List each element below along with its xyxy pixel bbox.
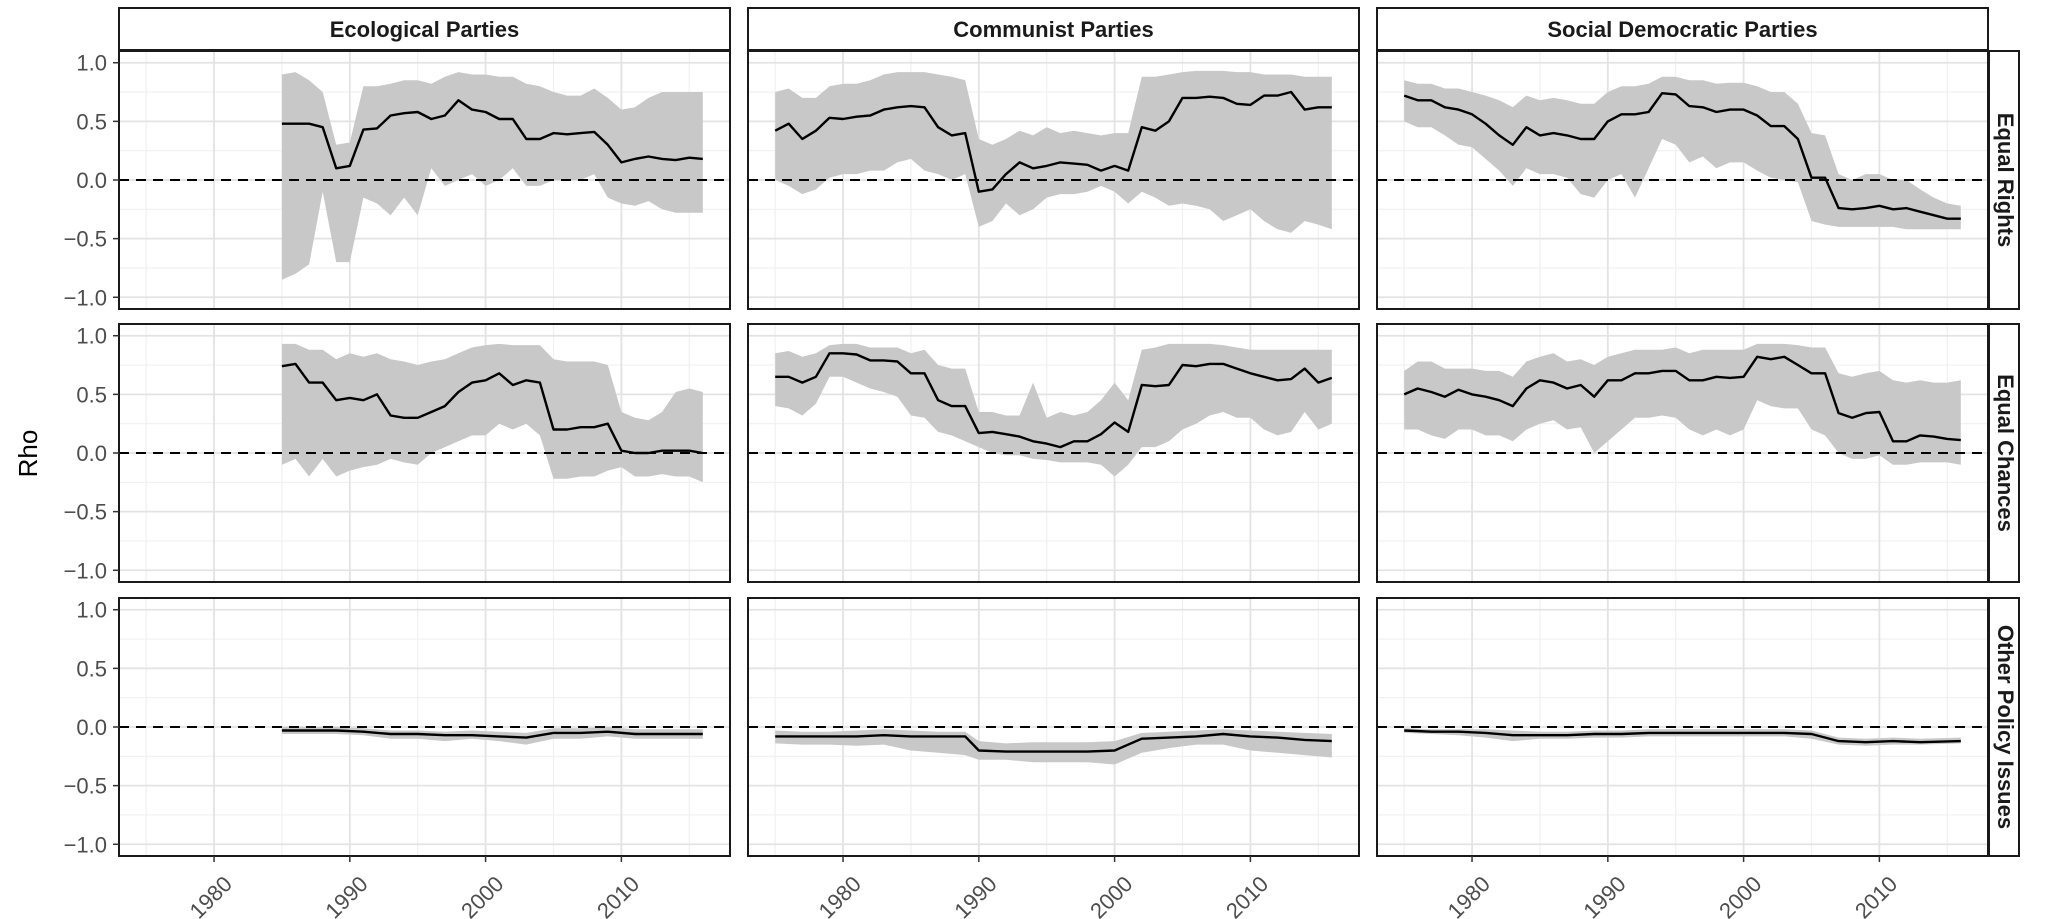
y-tick-label: 1.0: [76, 324, 107, 349]
x-tick-label: 1980: [814, 871, 866, 919]
confidence-band-communist-parties-equal-chances: [775, 343, 1332, 477]
panel-border: [747, 323, 1360, 583]
confidence-band-social-democratic-parties-other-policy-issues: [1404, 728, 1961, 746]
y-axis-title: Rho: [13, 430, 43, 478]
panel-border: [1376, 597, 1989, 857]
y-tick-label: −0.5: [64, 500, 107, 525]
y-tick-label: 0.5: [76, 656, 107, 681]
y-tick-label: 1.0: [76, 598, 107, 623]
column-strip-communist-parties: [747, 7, 1360, 51]
series-line-ecological-parties-equal-chances: [281, 362, 704, 455]
panel-border: [747, 597, 1360, 857]
series-line-ecological-parties-equal-rights: [281, 99, 703, 170]
y-tick-label: −1.0: [64, 558, 107, 583]
x-tick-label: 2010: [1221, 871, 1273, 919]
confidence-band-communist-parties-other-policy-issues: [775, 729, 1332, 765]
panel-border: [1376, 323, 1989, 583]
x-tick-label: 1980: [1443, 871, 1495, 919]
y-tick-label: 0.0: [76, 441, 107, 466]
x-tick-label: 2000: [456, 871, 508, 919]
row-strip-equal-chances: [1988, 323, 2020, 583]
column-strip-label: Ecological Parties: [330, 17, 520, 42]
x-tick-label: 2000: [1085, 871, 1137, 919]
y-tick-label: −1.0: [64, 285, 107, 310]
x-tick-label: 1990: [320, 871, 372, 919]
series-line-communist-parties-equal-rights: [774, 90, 1332, 193]
x-tick-label: 2010: [1850, 871, 1902, 919]
panel-border: [1376, 50, 1989, 310]
panel-border: [747, 50, 1360, 310]
series-line-social-democratic-parties-equal-chances: [1403, 355, 1961, 443]
y-tick-label: 0.5: [76, 109, 107, 134]
row-strip-label: Equal Rights: [1993, 113, 2018, 247]
y-tick-label: −1.0: [64, 832, 107, 857]
row-strip-label: Other Policy Issues: [1993, 625, 2018, 829]
confidence-band-social-democratic-parties-equal-rights: [1404, 76, 1961, 230]
y-tick-label: 0.5: [76, 382, 107, 407]
row-strip-equal-rights: [1988, 50, 2020, 310]
y-tick-label: 0.0: [76, 715, 107, 740]
y-tick-label: −0.5: [64, 227, 107, 252]
series-line-social-democratic-parties-equal-rights: [1403, 91, 1961, 220]
column-strip-label: Social Democratic Parties: [1547, 17, 1817, 42]
series-line-ecological-parties-other-policy-issues: [281, 729, 703, 739]
confidence-band-ecological-parties-equal-rights: [281, 72, 703, 280]
y-tick-label: 1.0: [76, 51, 107, 76]
x-tick-label: 1980: [185, 871, 237, 919]
x-tick-label: 1990: [949, 871, 1001, 919]
x-tick-label: 2010: [592, 871, 644, 919]
y-tick-label: 0.0: [76, 168, 107, 193]
x-tick-label: 1990: [1578, 871, 1630, 919]
series-line-communist-parties-other-policy-issues: [775, 732, 1332, 753]
x-tick-label: 2000: [1714, 871, 1766, 919]
series-line-social-democratic-parties-other-policy-issues: [1404, 729, 1961, 744]
row-strip-label: Equal Chances: [1993, 374, 2018, 532]
confidence-band-communist-parties-equal-rights: [775, 70, 1332, 233]
column-strip-ecological-parties: [118, 7, 731, 51]
confidence-band-ecological-parties-equal-chances: [281, 343, 703, 483]
column-strip-label: Communist Parties: [953, 17, 1154, 42]
y-tick-label: −0.5: [64, 774, 107, 799]
series-line-communist-parties-equal-chances: [775, 352, 1333, 449]
